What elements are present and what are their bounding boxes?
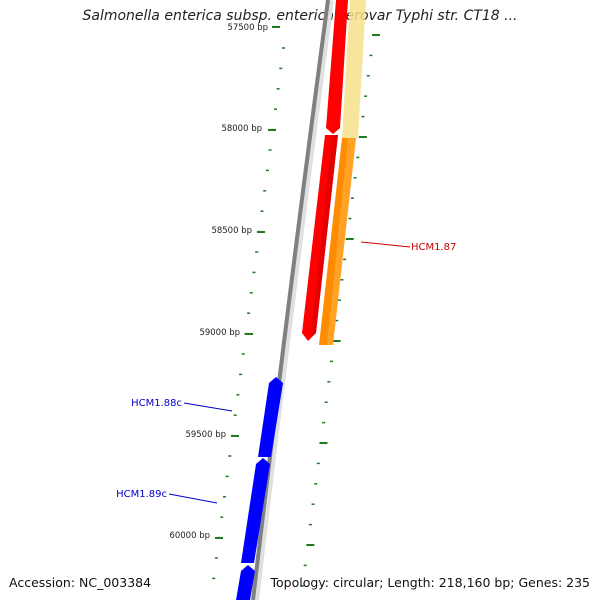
topology-summary: Topology: circular; Length: 218,160 bp; … — [270, 575, 591, 590]
tick-label: 60000 bp — [169, 531, 210, 541]
outer-tick-marks — [301, 34, 380, 587]
gene-forward-upstream[interactable] — [326, 0, 348, 134]
gene-label-HCM1.89c[interactable]: HCM1.89c — [116, 489, 167, 500]
gene-label-HCM1.87[interactable]: HCM1.87 — [411, 242, 456, 253]
major-ticks: 57500 bp 58000 bp 58500 bp 59000 bp 5950… — [169, 23, 280, 541]
map-title: Salmonella enterica subsp. enterica sero… — [82, 8, 518, 24]
backbone-arc — [251, 0, 330, 600]
gene-label-HCM1.88c[interactable]: HCM1.88c — [131, 398, 182, 409]
accession-text: Accession: NC_003384 — [9, 575, 152, 590]
tick-label: 58500 bp — [211, 226, 252, 236]
tick-label: 57500 bp — [227, 23, 268, 33]
gene-HCM1.89c[interactable] — [241, 458, 270, 563]
tick-label: 59000 bp — [199, 328, 240, 338]
gene-reverse-downstream[interactable] — [236, 565, 255, 600]
feature-yellow[interactable] — [342, 0, 366, 138]
tick-label: 58000 bp — [221, 124, 262, 134]
tick-label: 59500 bp — [185, 430, 226, 440]
gene-HCM1.88c[interactable] — [258, 377, 283, 457]
